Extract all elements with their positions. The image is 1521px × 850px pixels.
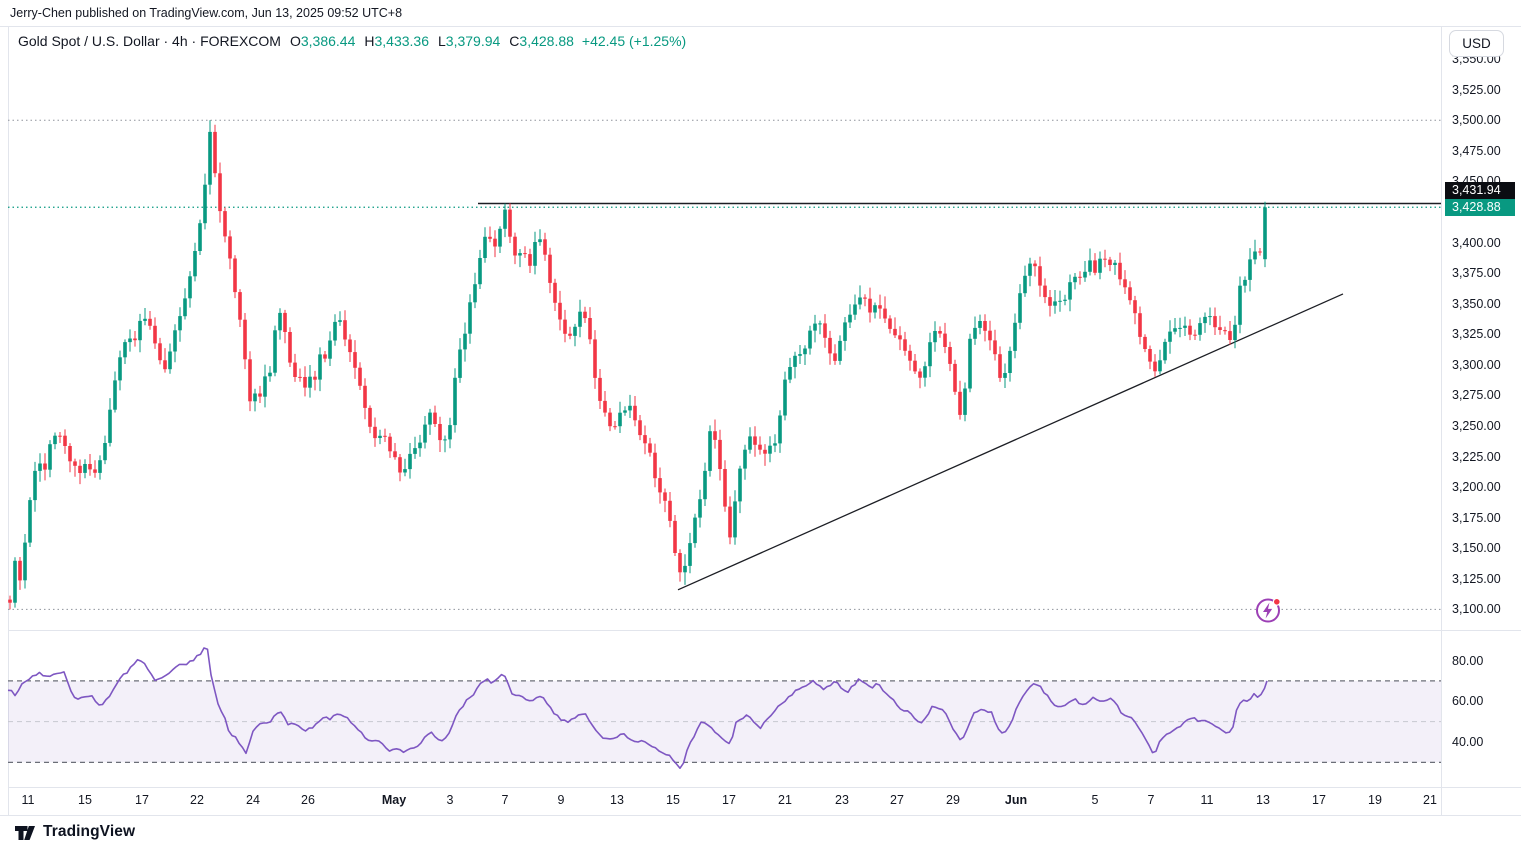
open-value: 3,386.44 [300, 33, 356, 49]
flash-icon-button[interactable] [1256, 597, 1281, 623]
published-header: Jerry-Chen published on TradingView.com,… [0, 0, 1521, 26]
close-label: C [509, 33, 520, 49]
tradingview-wordmark: TradingView [43, 823, 136, 840]
high-label: H [364, 33, 375, 49]
low-value: 3,379.94 [445, 33, 501, 49]
tradingview-logo-icon [15, 826, 35, 840]
notification-dot [1272, 597, 1281, 606]
candlestick-series [8, 120, 1267, 610]
symbol-title: Gold Spot / U.S. Dollar · 4h · FOREXCOM [18, 33, 281, 49]
symbol-legend: Gold Spot / U.S. Dollar · 4h · FOREXCOM O… [18, 33, 686, 49]
open-label: O [289, 33, 301, 49]
close-value: 3,428.88 [519, 33, 574, 49]
last-price-tag: 3,428.88 [1445, 199, 1515, 216]
high-value: 3,433.36 [374, 33, 429, 49]
rsi-line [7, 647, 1268, 770]
lightning-icon [1263, 602, 1273, 619]
currency-usd-button[interactable]: USD [1449, 30, 1504, 57]
low-label: L [437, 33, 446, 49]
resistance-price-tag: 3,431.94 [1445, 182, 1515, 199]
change-value: +42.45 (+1.25%) [581, 33, 687, 49]
attribution[interactable]: TradingView [14, 821, 135, 843]
ascending-trendline[interactable] [677, 293, 1344, 591]
published-line: Jerry-Chen published on TradingView.com,… [10, 6, 403, 20]
